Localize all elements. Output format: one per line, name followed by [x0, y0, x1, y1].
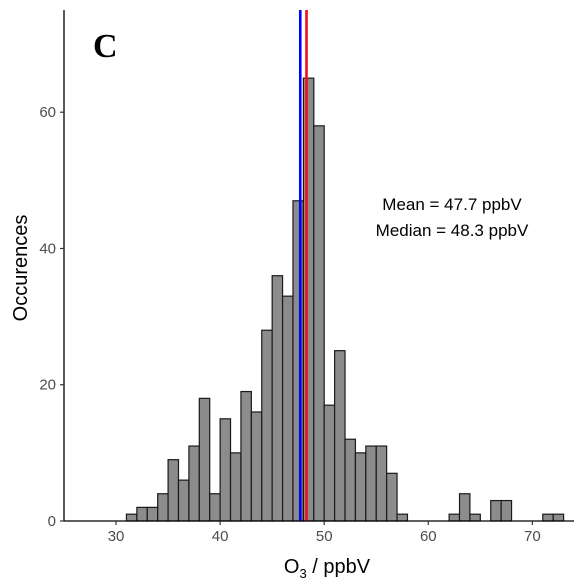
- median-annotation: Median = 48.3 ppbV: [376, 221, 529, 240]
- histogram-bar: [365, 445, 377, 522]
- histogram-bar: [146, 506, 159, 522]
- x-ticks: 30 40 50 60 70: [108, 521, 541, 545]
- x-tick-label: 70: [524, 528, 541, 545]
- histogram-bar: [177, 479, 190, 522]
- histogram-bar: [157, 493, 169, 522]
- mean-annotation: Mean = 47.7 ppbV: [382, 195, 522, 214]
- histogram-bar: [313, 125, 325, 522]
- x-tick-label: 40: [212, 528, 229, 545]
- histogram-bar: [469, 513, 481, 522]
- histogram-bar: [448, 513, 461, 522]
- histogram-bar: [136, 506, 148, 522]
- histogram-bar: [386, 472, 398, 522]
- x-axis-title: O3 / ppbV: [284, 556, 371, 581]
- y-tick-label: 20: [39, 377, 56, 394]
- histogram-bar: [271, 275, 284, 522]
- histogram-bar: [490, 499, 502, 522]
- x-axis-title-main: O: [284, 556, 300, 578]
- histogram-bar: [354, 452, 367, 522]
- histogram-bar: [552, 513, 565, 522]
- x-axis-title-unit: / ppbV: [307, 556, 371, 578]
- histogram-bar: [334, 350, 346, 522]
- y-axis-title: Occurences: [10, 215, 32, 322]
- panel-label: C: [93, 28, 118, 65]
- histogram-bar: [261, 329, 273, 522]
- histogram-bar: [458, 493, 471, 522]
- histogram-bar: [281, 295, 294, 522]
- histogram-bar: [209, 493, 221, 522]
- histogram-bar: [198, 397, 211, 522]
- histogram-bar: [292, 200, 304, 522]
- x-axis-title-subscript: 3: [299, 566, 306, 581]
- stat-lines-layer: [298, 10, 308, 521]
- y-tick-label: 60: [39, 104, 56, 121]
- x-tick-label: 60: [420, 528, 437, 545]
- histogram-bar: [344, 438, 357, 522]
- histogram-bar: [219, 418, 232, 522]
- histogram-bar: [396, 513, 409, 522]
- histogram-bar: [229, 452, 242, 522]
- histogram-bar: [500, 499, 513, 522]
- histogram-bar: [188, 445, 200, 522]
- bars-layer: [125, 77, 565, 522]
- histogram-bar: [167, 459, 180, 522]
- y-tick-label: 40: [39, 240, 56, 257]
- histogram-bar: [302, 77, 315, 522]
- y-tick-label: 0: [48, 513, 56, 530]
- histogram-bar: [240, 390, 252, 522]
- histogram-bar: [323, 404, 336, 522]
- x-tick-label: 30: [108, 528, 125, 545]
- histogram-bar: [542, 513, 554, 522]
- histogram-bar: [250, 411, 263, 522]
- y-ticks: 0 20 40 60: [39, 104, 64, 530]
- histogram-bar: [375, 445, 388, 522]
- histogram-bar: [125, 513, 138, 522]
- x-tick-label: 50: [316, 528, 333, 545]
